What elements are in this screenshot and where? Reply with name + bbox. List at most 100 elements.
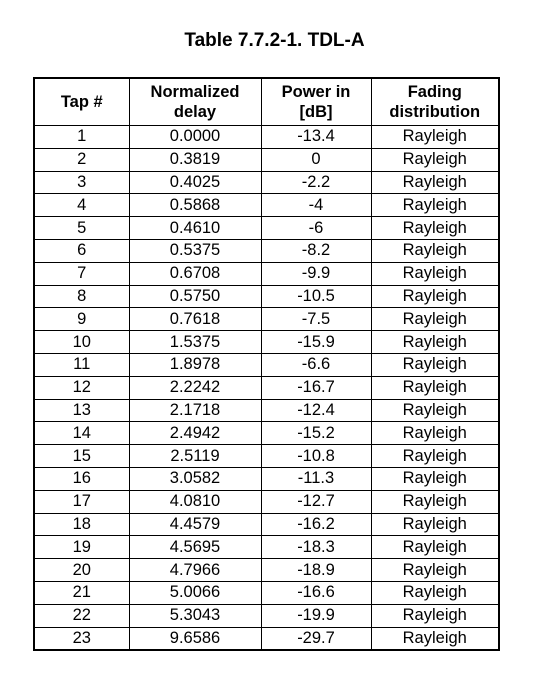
tap-number-cell: 7: [33, 261, 130, 286]
table-caption: Table 7.7.2-1. TDL-A: [184, 30, 365, 51]
table-row: 3 0.4025 -2.2 Rayleigh: [33, 170, 500, 195]
power-cell: -18.9: [260, 558, 372, 582]
table-body: 1 0.0000 -13.4 Rayleigh 2 0.3819 0 Rayleigh 3 0.4…: [33, 125, 500, 652]
normalized-delay-cell: 0.7618: [128, 307, 262, 332]
tap-number-cell: 18: [33, 512, 130, 537]
table-row: 7 0.6708 -9.9 Rayleigh: [33, 261, 500, 286]
header-line: [dB]: [299, 103, 333, 121]
power-cell: -2.2: [260, 170, 372, 195]
power-cell: -10.5: [260, 284, 372, 309]
tap-number-cell: 19: [33, 535, 130, 560]
table-row: 19 4.5695 -18.3 Rayleigh: [33, 535, 500, 560]
table-row: 5 0.4610 -6 Rayleigh: [33, 216, 500, 240]
normalized-delay-cell: 2.5119: [128, 444, 262, 468]
fading-distribution-cell: Rayleigh: [370, 125, 500, 149]
table-row: 8 0.5750 -10.5 Rayleigh: [33, 284, 500, 309]
tap-number-cell: 13: [33, 398, 130, 423]
fading-distribution-cell: Rayleigh: [370, 398, 500, 423]
normalized-delay-cell: 9.6586: [128, 626, 262, 652]
power-cell: -6: [260, 216, 372, 240]
table-row: 1 0.0000 -13.4 Rayleigh: [33, 125, 500, 149]
header-line: Tap #: [60, 93, 103, 111]
table-row: 11 1.8978 -6.6 Rayleigh: [33, 352, 500, 377]
fading-distribution-cell: Rayleigh: [370, 238, 500, 263]
power-cell: -16.7: [260, 375, 372, 400]
fading-distribution-cell: Rayleigh: [370, 535, 500, 560]
power-cell: -7.5: [260, 307, 372, 332]
power-cell: -15.2: [260, 421, 372, 446]
normalized-delay-cell: 2.2242: [128, 375, 262, 400]
normalized-delay-cell: 0.3819: [128, 147, 262, 172]
header-row: Tap # Normalized delay Power in [dB] Fad…: [33, 77, 500, 126]
power-cell: 0: [260, 147, 372, 172]
tap-number-cell: 22: [33, 603, 130, 628]
tap-number-cell: 3: [33, 170, 130, 195]
tap-number-cell: 21: [33, 580, 130, 605]
table-row: 10 1.5375 -15.9 Rayleigh: [33, 330, 500, 354]
fading-distribution-cell: Rayleigh: [370, 170, 500, 195]
tap-number-cell: 5: [33, 216, 130, 240]
header-normalized-delay: Normalized delay: [128, 77, 262, 126]
tap-number-cell: 12: [33, 375, 130, 400]
power-cell: -16.6: [260, 580, 372, 605]
header-line: Fading: [407, 83, 462, 101]
header-line: Normalized: [150, 83, 240, 101]
normalized-delay-cell: 5.0066: [128, 580, 262, 605]
tdl-a-table: Tap # Normalized delay Power in [dB] Fad…: [33, 77, 500, 652]
tap-number-cell: 15: [33, 444, 130, 468]
tap-number-cell: 11: [33, 352, 130, 377]
power-cell: -11.3: [260, 466, 372, 491]
normalized-delay-cell: 0.5375: [128, 238, 262, 263]
table-row: 12 2.2242 -16.7 Rayleigh: [33, 375, 500, 400]
table-row: 23 9.6586 -29.7 Rayleigh: [33, 626, 500, 652]
power-cell: -8.2: [260, 238, 372, 263]
table-row: 15 2.5119 -10.8 Rayleigh: [33, 444, 500, 468]
fading-distribution-cell: Rayleigh: [370, 147, 500, 172]
normalized-delay-cell: 0.5750: [128, 284, 262, 309]
fading-distribution-cell: Rayleigh: [370, 261, 500, 286]
tap-number-cell: 4: [33, 193, 130, 218]
fading-distribution-cell: Rayleigh: [370, 603, 500, 628]
table-row: 16 3.0582 -11.3 Rayleigh: [33, 466, 500, 491]
normalized-delay-cell: 0.5868: [128, 193, 262, 218]
header-tap-number: Tap #: [33, 77, 130, 126]
normalized-delay-cell: 1.8978: [128, 352, 262, 377]
fading-distribution-cell: Rayleigh: [370, 512, 500, 537]
fading-distribution-cell: Rayleigh: [370, 284, 500, 309]
table-row: 4 0.5868 -4 Rayleigh: [33, 193, 500, 218]
fading-distribution-cell: Rayleigh: [370, 307, 500, 332]
table-row: 13 2.1718 -12.4 Rayleigh: [33, 398, 500, 423]
table-row: 20 4.7966 -18.9 Rayleigh: [33, 558, 500, 582]
table-row: 22 5.3043 -19.9 Rayleigh: [33, 603, 500, 628]
normalized-delay-cell: 0.0000: [128, 125, 262, 149]
fading-distribution-cell: Rayleigh: [370, 352, 500, 377]
power-cell: -12.7: [260, 489, 372, 514]
normalized-delay-cell: 2.4942: [128, 421, 262, 446]
tap-number-cell: 16: [33, 466, 130, 491]
tap-number-cell: 2: [33, 147, 130, 172]
power-cell: -12.4: [260, 398, 372, 423]
header-line: Power in: [281, 83, 351, 101]
power-cell: -18.3: [260, 535, 372, 560]
fading-distribution-cell: Rayleigh: [370, 193, 500, 218]
tap-number-cell: 8: [33, 284, 130, 309]
fading-distribution-cell: Rayleigh: [370, 330, 500, 354]
normalized-delay-cell: 4.4579: [128, 512, 262, 537]
header-power: Power in [dB]: [260, 77, 372, 126]
normalized-delay-cell: 0.4025: [128, 170, 262, 195]
header-line: delay: [173, 103, 217, 121]
fading-distribution-cell: Rayleigh: [370, 216, 500, 240]
tap-number-cell: 14: [33, 421, 130, 446]
normalized-delay-cell: 2.1718: [128, 398, 262, 423]
fading-distribution-cell: Rayleigh: [370, 558, 500, 582]
table-row: 14 2.4942 -15.2 Rayleigh: [33, 421, 500, 446]
normalized-delay-cell: 0.6708: [128, 261, 262, 286]
fading-distribution-cell: Rayleigh: [370, 375, 500, 400]
table-row: 6 0.5375 -8.2 Rayleigh: [33, 238, 500, 263]
fading-distribution-cell: Rayleigh: [370, 489, 500, 514]
header-line: distribution: [389, 103, 481, 121]
power-cell: -13.4: [260, 125, 372, 149]
table-row: 17 4.0810 -12.7 Rayleigh: [33, 489, 500, 514]
tap-number-cell: 6: [33, 238, 130, 263]
power-cell: -10.8: [260, 444, 372, 468]
